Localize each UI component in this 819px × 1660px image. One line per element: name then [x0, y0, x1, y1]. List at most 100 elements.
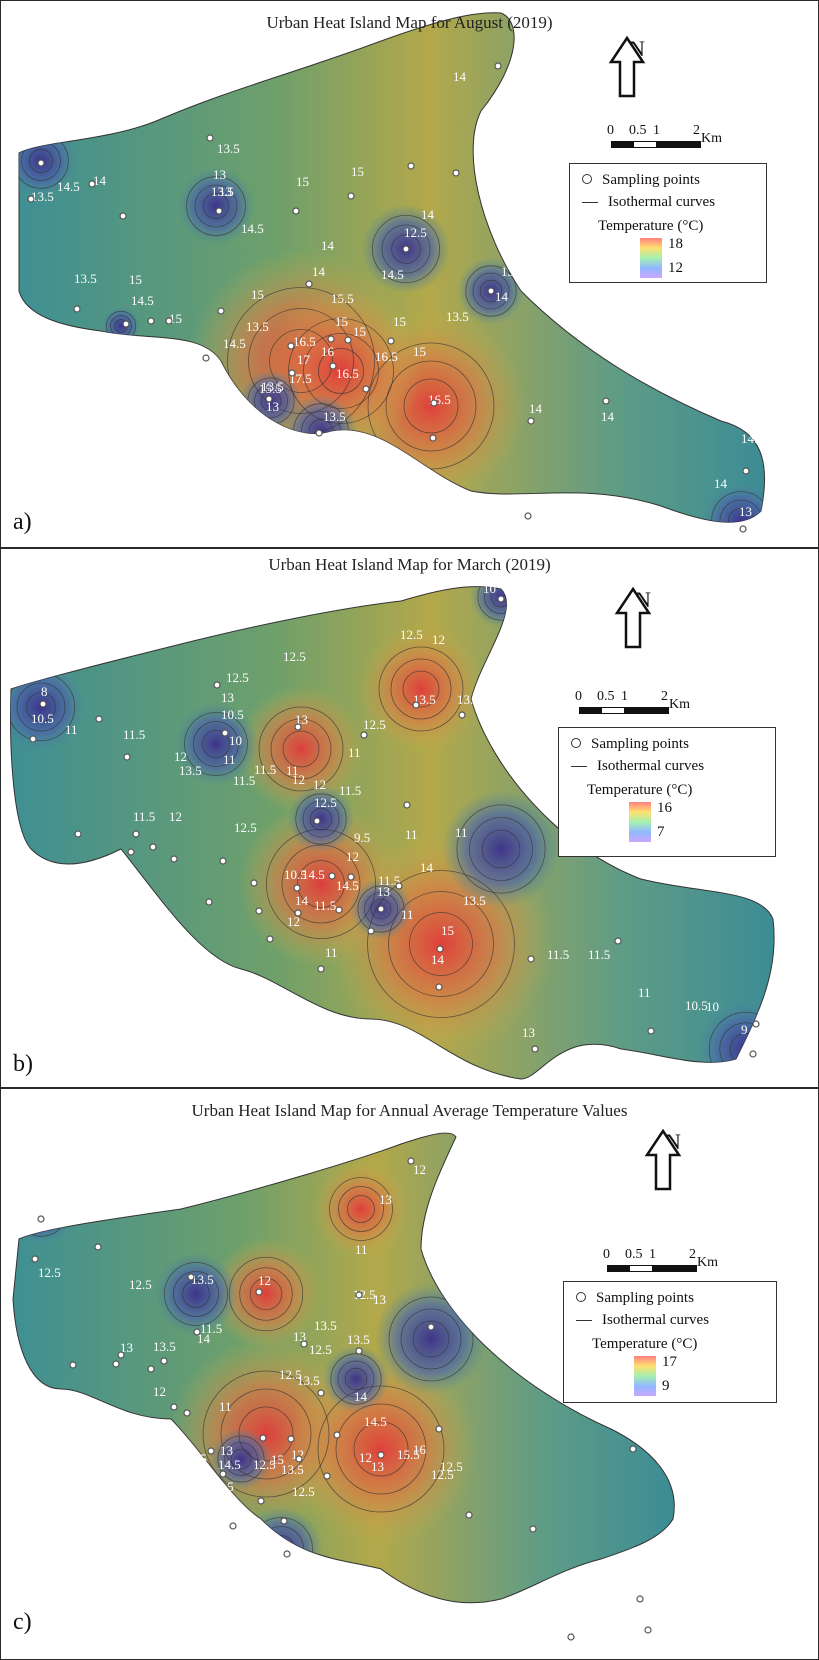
isothermal-curve: [317, 1385, 445, 1513]
isotherm-label: 11: [401, 907, 414, 922]
sampling-point: [31, 1255, 39, 1263]
isothermal-curve: [288, 318, 394, 424]
isotherm-label: 11: [219, 1399, 232, 1414]
isotherm-label: 15: [351, 164, 364, 179]
isothermal-curve: [381, 224, 431, 274]
hot-spot: [357, 625, 485, 753]
isotherm-label: 11.5: [200, 1321, 222, 1336]
sampling-point: [327, 335, 335, 343]
scale-tick: 0: [603, 1247, 610, 1262]
isothermal-curve: [228, 1256, 304, 1332]
isotherm-label: 15: [413, 344, 426, 359]
isotherm-label: 14: [431, 952, 445, 967]
sampling-point: [187, 1273, 195, 1281]
panel-title: Urban Heat Island Map for Annual Average…: [191, 1101, 628, 1120]
isothermal-curve: [364, 892, 398, 926]
sampling-point: [287, 342, 295, 350]
isotherm-label: 14.5: [218, 1457, 241, 1472]
isothermal-curve: [335, 1403, 427, 1495]
sampling-point: [739, 525, 747, 533]
sampling-point: [313, 817, 321, 825]
isotherm-label: 15.5: [397, 1447, 420, 1462]
isothermal-curve: [472, 272, 510, 310]
isotherm-label: 14: [295, 893, 309, 908]
sampling-point-icon: [582, 174, 592, 184]
sampling-point: [29, 735, 37, 743]
map-legend: Sampling points Isothermal curves Temperat…: [563, 1281, 777, 1403]
isotherm-label: 13.5: [314, 1318, 337, 1333]
sampling-point: [147, 1365, 155, 1373]
isotherm-label: 11: [286, 763, 299, 778]
sampling-point: [122, 320, 130, 328]
sampling-point: [255, 907, 263, 915]
sampling-point: [749, 1050, 757, 1058]
sampling-point-icon: [571, 738, 581, 748]
isothermal-curve: [481, 829, 521, 869]
sampling-point: [94, 1243, 102, 1251]
sampling-point: [458, 711, 466, 719]
sampling-point: [293, 884, 301, 892]
sampling-point: [527, 955, 535, 963]
north-arrow: N: [613, 587, 673, 649]
isotherm-label: 13.5: [446, 309, 469, 324]
isotherm-label: 11.5: [314, 898, 336, 913]
isotherm-label: 14: [197, 1331, 211, 1346]
isotherm-label: 13.5: [74, 271, 97, 286]
sampling-point: [494, 62, 502, 70]
sampling-point: [531, 1045, 539, 1053]
isotherm-label: 14: [421, 207, 435, 222]
scale-tick: 1: [621, 689, 628, 704]
isothermal-curve: [186, 176, 246, 236]
isotherm-label: 15: [129, 272, 142, 287]
legend-temp-title: Temperature (°C): [598, 218, 704, 234]
scale-tick: 0.5: [629, 123, 647, 138]
legend-sampling: Sampling points: [591, 736, 689, 752]
isotherm-label: 14: [420, 860, 434, 875]
sampling-point: [149, 843, 157, 851]
isotherm-label: 11.5: [339, 783, 361, 798]
sampling-point: [132, 830, 140, 838]
scale-unit: Km: [701, 131, 722, 146]
sampling-point: [315, 429, 323, 437]
isotherm-label: 12: [313, 777, 326, 792]
sampling-point: [259, 1434, 267, 1442]
isothermal-curve: [708, 1011, 775, 1079]
sampling-point: [333, 1431, 341, 1439]
sampling-point: [39, 700, 47, 708]
scale-unit: Km: [669, 697, 690, 712]
isotherm-label: 16.5: [293, 334, 316, 349]
isotherm-label: 15: [251, 287, 264, 302]
isotherm-label: 10.5: [31, 711, 54, 726]
isotherm-label: 12.5: [314, 795, 337, 810]
temperature-ramp: [634, 1356, 656, 1396]
sampling-point: [37, 1215, 45, 1223]
isotherm-label: 15.5: [211, 1479, 234, 1494]
isotherm-label: 13: [120, 1340, 133, 1355]
isothermal-curve: [353, 1421, 409, 1477]
isothermal-curve: [202, 192, 229, 219]
isotherm-label: 11: [455, 825, 468, 840]
sampling-point: [69, 1361, 77, 1369]
sampling-point: [305, 280, 313, 288]
isotherm-label: 10: [229, 733, 242, 748]
isotherm-label: 13: [293, 1329, 306, 1344]
panel-label: b): [13, 1051, 33, 1077]
sampling-point: [317, 1389, 325, 1397]
sampling-point: [527, 417, 535, 425]
isotherm-label: 14.5: [336, 878, 359, 893]
isotherm-label: 11.5: [123, 727, 145, 742]
isotherm-label: 16.5: [375, 349, 398, 364]
isotherm-label: 13: [739, 504, 752, 519]
sampling-point: [427, 1323, 435, 1331]
sampling-point: [287, 1435, 295, 1443]
sampling-point: [183, 1409, 191, 1417]
isotherm-line-icon: [571, 766, 587, 768]
isothermal-curve: [318, 348, 364, 394]
isotherm-label: 12: [174, 749, 187, 764]
isotherm-label: 12: [413, 1162, 426, 1177]
sampling-point: [283, 1550, 291, 1558]
isotherm-label: 11: [65, 722, 78, 737]
legend-isotherm: Isothermal curves: [608, 194, 716, 210]
cold-spot: [13, 1172, 78, 1246]
sampling-point: [403, 801, 411, 809]
